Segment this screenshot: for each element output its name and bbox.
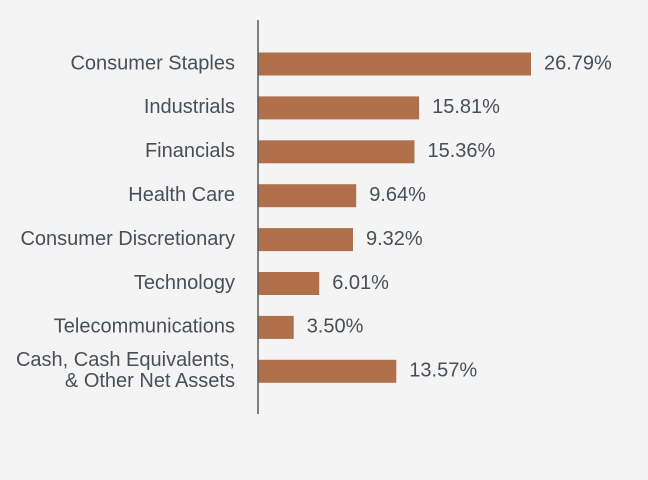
bar-1: [258, 96, 420, 120]
bar-5: [258, 272, 320, 295]
bar-0: [258, 52, 531, 76]
category-label-3: Health Care: [128, 184, 235, 206]
bar-3: [258, 184, 357, 208]
category-label-6: Telecommunications: [54, 316, 235, 338]
bars-layer: [258, 52, 531, 383]
category-label-0: Consumer Staples: [70, 52, 235, 74]
bar-4: [258, 228, 353, 252]
category-label-4: Consumer Discretionary: [20, 228, 235, 250]
bar-6: [258, 315, 294, 339]
value-label-2: 15.36%: [428, 140, 496, 162]
category-label-5: Technology: [134, 272, 235, 294]
labels-layer: 26.79% Consumer Staples 15.81% Industrials 1…: [16, 52, 612, 392]
category-label-2: Financials: [145, 140, 235, 162]
bar-2: [258, 140, 415, 164]
value-label-4: 9.32%: [366, 228, 423, 250]
category-label-7: Cash, Cash Equivalents, & Other Net Asset…: [16, 349, 235, 392]
bar-7: [258, 359, 397, 383]
category-label-1: Industrials: [144, 96, 235, 118]
value-label-3: 9.64%: [369, 184, 426, 206]
value-label-0: 26.79%: [544, 52, 612, 74]
value-label-1: 15.81%: [432, 96, 500, 118]
value-label-5: 6.01%: [332, 272, 389, 294]
value-label-7: 13.57%: [409, 360, 477, 382]
value-label-6: 3.50%: [307, 316, 364, 338]
